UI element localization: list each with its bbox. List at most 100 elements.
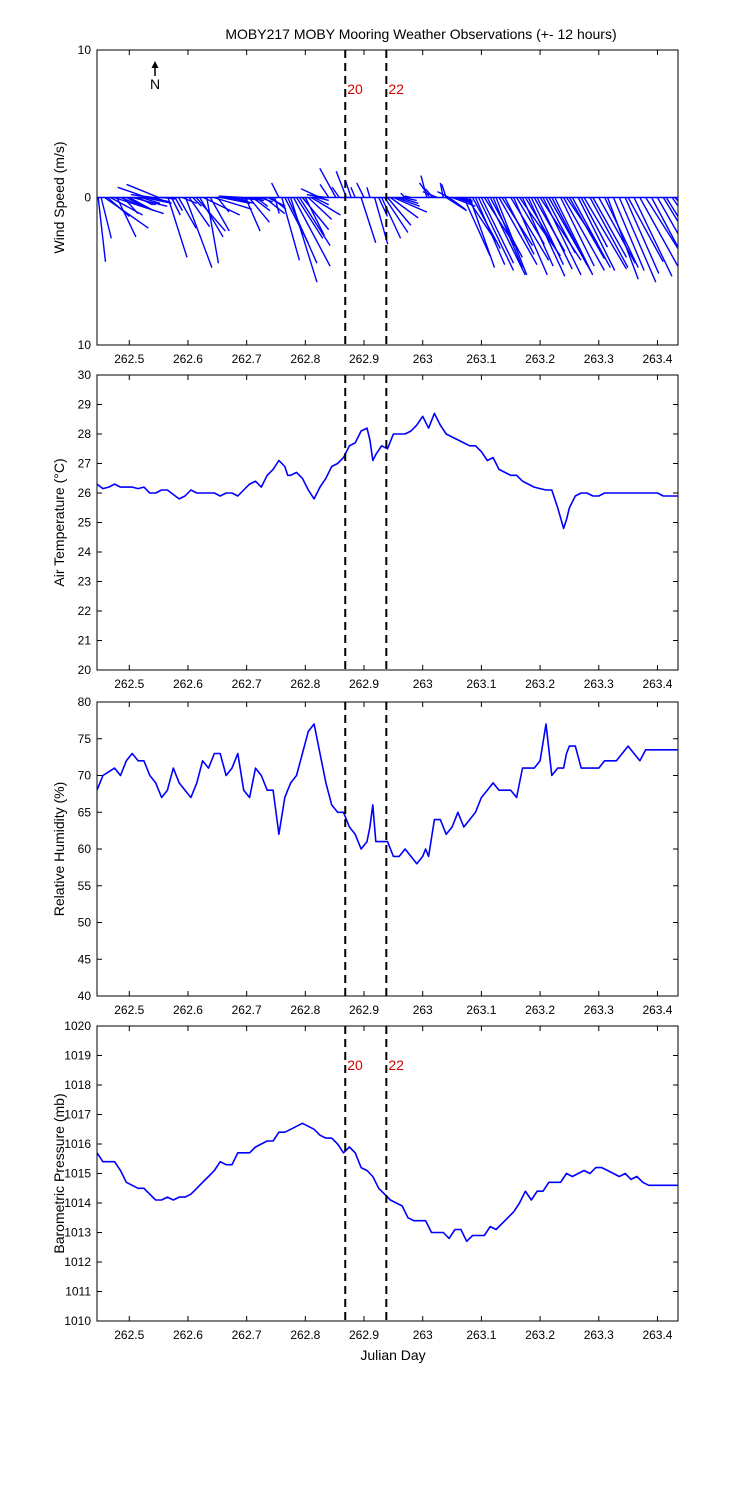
wind-vector — [319, 183, 330, 198]
wind-vector — [639, 197, 678, 267]
wind-vector — [316, 196, 329, 202]
x-tick-label: 263.2 — [525, 1003, 555, 1017]
wind-vector — [252, 196, 271, 212]
y-tick-label: 45 — [78, 952, 92, 966]
y-tick-label: 1020 — [64, 1019, 91, 1033]
wind-vector — [104, 196, 149, 229]
x-tick-label: 263.4 — [642, 352, 672, 366]
x-tick-label: 262.9 — [349, 352, 379, 366]
wind-vector — [386, 197, 412, 226]
x-tick-label: 263.1 — [466, 1328, 496, 1342]
x-tick-label: 262.6 — [173, 677, 203, 691]
wind-vector — [383, 197, 409, 233]
x-tick-label: 262.8 — [290, 352, 320, 366]
x-tick-label: 262.9 — [349, 677, 379, 691]
wind-vector — [281, 197, 301, 261]
y-tick-label: 55 — [78, 879, 92, 893]
relative-humidity-panel: 262.5 262.6 262.7 262.8 262.9 263 263.1 263.2 26… — [51, 695, 679, 1017]
wind-vector — [598, 197, 636, 264]
wind-vector — [177, 197, 197, 229]
wind-vector — [393, 196, 428, 213]
wind-vector — [174, 197, 183, 211]
wind-vector — [568, 197, 606, 260]
y-tick-label: 65 — [78, 805, 92, 819]
wind-vector — [307, 196, 333, 220]
time-marker-label: 22 — [388, 81, 404, 97]
chart-panels: 262.5 262.6 262.7 262.8 262.9 263 263.1 263.2 26… — [51, 43, 679, 1342]
wind-vector — [437, 191, 450, 199]
wind-vector — [170, 197, 181, 216]
wind-vector — [469, 197, 496, 268]
x-tick-label: 262.7 — [232, 1003, 262, 1017]
y-tick-label: 60 — [78, 842, 92, 856]
x-tick-label: 262.5 — [114, 677, 144, 691]
wind-vector — [287, 197, 318, 264]
air-temperature-y-axis-title: Air Temperature (°C) — [51, 458, 67, 586]
wind-vector — [216, 197, 230, 213]
wind-vector — [380, 197, 402, 239]
wind-vector — [360, 197, 377, 243]
x-tick-label: 263 — [413, 677, 433, 691]
wind-vector — [477, 197, 515, 271]
wind-vector — [542, 197, 582, 276]
wind-vector — [551, 197, 588, 265]
wind-vector — [618, 197, 657, 283]
wind-vector — [554, 197, 594, 276]
wind-vector — [195, 197, 226, 232]
north-label: N — [150, 76, 160, 92]
wind-vector — [665, 197, 678, 218]
wind-vector — [107, 196, 130, 218]
barometric-pressure-panel: 262.5 262.6 262.7 262.8 262.9 263 263.1 263.2 26… — [51, 1019, 679, 1342]
wind-vector — [271, 182, 280, 198]
wind-vector — [633, 197, 673, 277]
x-tick-label: 263 — [413, 1328, 433, 1342]
y-tick-label: 1017 — [64, 1108, 91, 1122]
wind-vector — [399, 196, 419, 205]
wind-vector — [137, 196, 153, 206]
time-marker-label: 20 — [347, 81, 363, 97]
wind-vector — [510, 197, 550, 261]
x-axis-label: Julian Day — [360, 1347, 425, 1363]
wind-vector — [356, 182, 365, 198]
wind-vector — [463, 197, 491, 257]
air-temperature-frame — [96, 374, 679, 671]
wind-vector — [420, 175, 428, 198]
wind-vector — [492, 197, 523, 268]
wind-vector — [650, 197, 678, 249]
x-tick-label: 263 — [413, 1003, 433, 1017]
wind-vector — [184, 197, 213, 268]
wind-vector — [113, 196, 164, 215]
wind-vector — [218, 195, 243, 199]
y-tick-label: 1016 — [64, 1137, 91, 1151]
x-tick-label: 262.7 — [232, 352, 262, 366]
y-tick-label: 26 — [78, 486, 92, 500]
wind-vector — [504, 197, 535, 255]
wind-vector — [155, 196, 164, 202]
wind-y-axis-title: Wind Speed (m/s) — [51, 141, 67, 253]
x-tick-label: 263.2 — [525, 677, 555, 691]
y-tick-label: 1013 — [64, 1226, 91, 1240]
y-tick-label: 20 — [78, 663, 92, 677]
wind-vector — [295, 197, 324, 239]
x-tick-label: 262.5 — [114, 352, 144, 366]
wind-panel: 262.5 262.6 262.7 262.8 262.9 263 263.1 263.2 26… — [51, 43, 679, 366]
figure-title: MOBY217 MOBY Mooring Weather Observation… — [225, 26, 616, 42]
wind-vector — [304, 197, 325, 236]
wind-vector — [292, 197, 331, 267]
y-tick-label: 0 — [84, 191, 91, 205]
y-tick-label: 1015 — [64, 1167, 91, 1181]
wind-vector — [116, 197, 137, 238]
y-tick-label: 30 — [78, 368, 92, 382]
y-tick-label: 1014 — [64, 1196, 91, 1210]
wind-vector — [319, 167, 337, 198]
y-tick-label: 29 — [78, 398, 92, 412]
barometric-pressure-data — [97, 1122, 678, 1243]
wind-vector — [263, 196, 286, 215]
wind-vector — [167, 197, 188, 258]
wind-vector — [521, 197, 554, 267]
x-tick-label: 263 — [413, 352, 433, 366]
wind-vector — [559, 197, 595, 267]
wind-vector — [418, 182, 431, 198]
wind-vector — [671, 197, 678, 208]
